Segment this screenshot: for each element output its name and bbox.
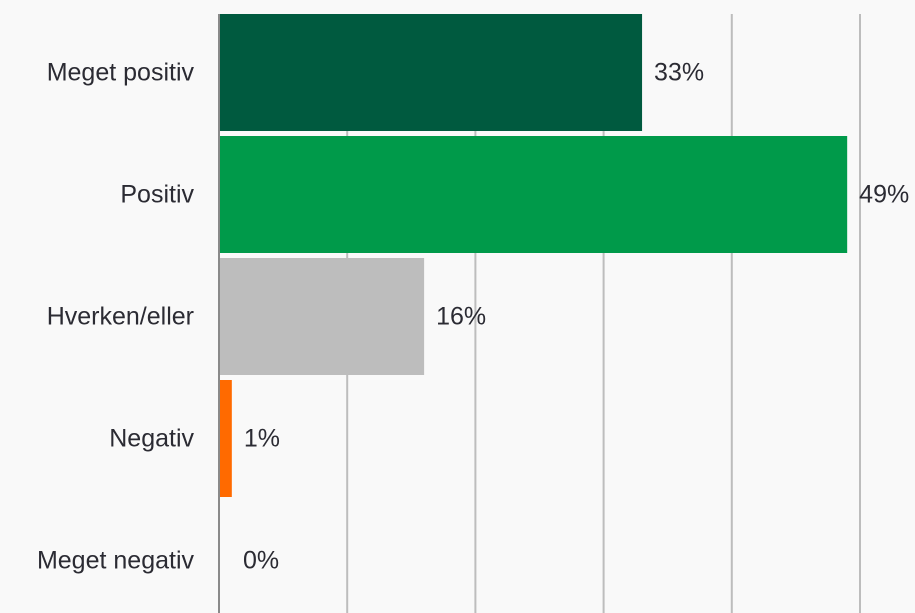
category-labels: Meget positiv Positiv Hverken/eller Negativ… — [37, 59, 195, 575]
value-label: 33% — [654, 59, 704, 87]
bar-0 — [219, 14, 643, 131]
bar-2 — [219, 258, 425, 375]
value-label: 16% — [436, 303, 486, 331]
category-label: Hverken/eller — [47, 303, 194, 331]
value-label: 0% — [243, 547, 279, 575]
value-label: 49% — [859, 181, 909, 209]
value-labels: 33% 49% 16% 1% 0% — [243, 59, 909, 575]
value-label: 1% — [244, 425, 280, 453]
category-label: Negativ — [109, 425, 194, 453]
category-label: Meget positiv — [47, 59, 195, 87]
category-label: Meget negativ — [37, 547, 195, 575]
bar-3 — [219, 380, 232, 497]
bar-1 — [219, 136, 848, 253]
category-label: Positiv — [120, 181, 194, 209]
bars — [219, 14, 848, 497]
